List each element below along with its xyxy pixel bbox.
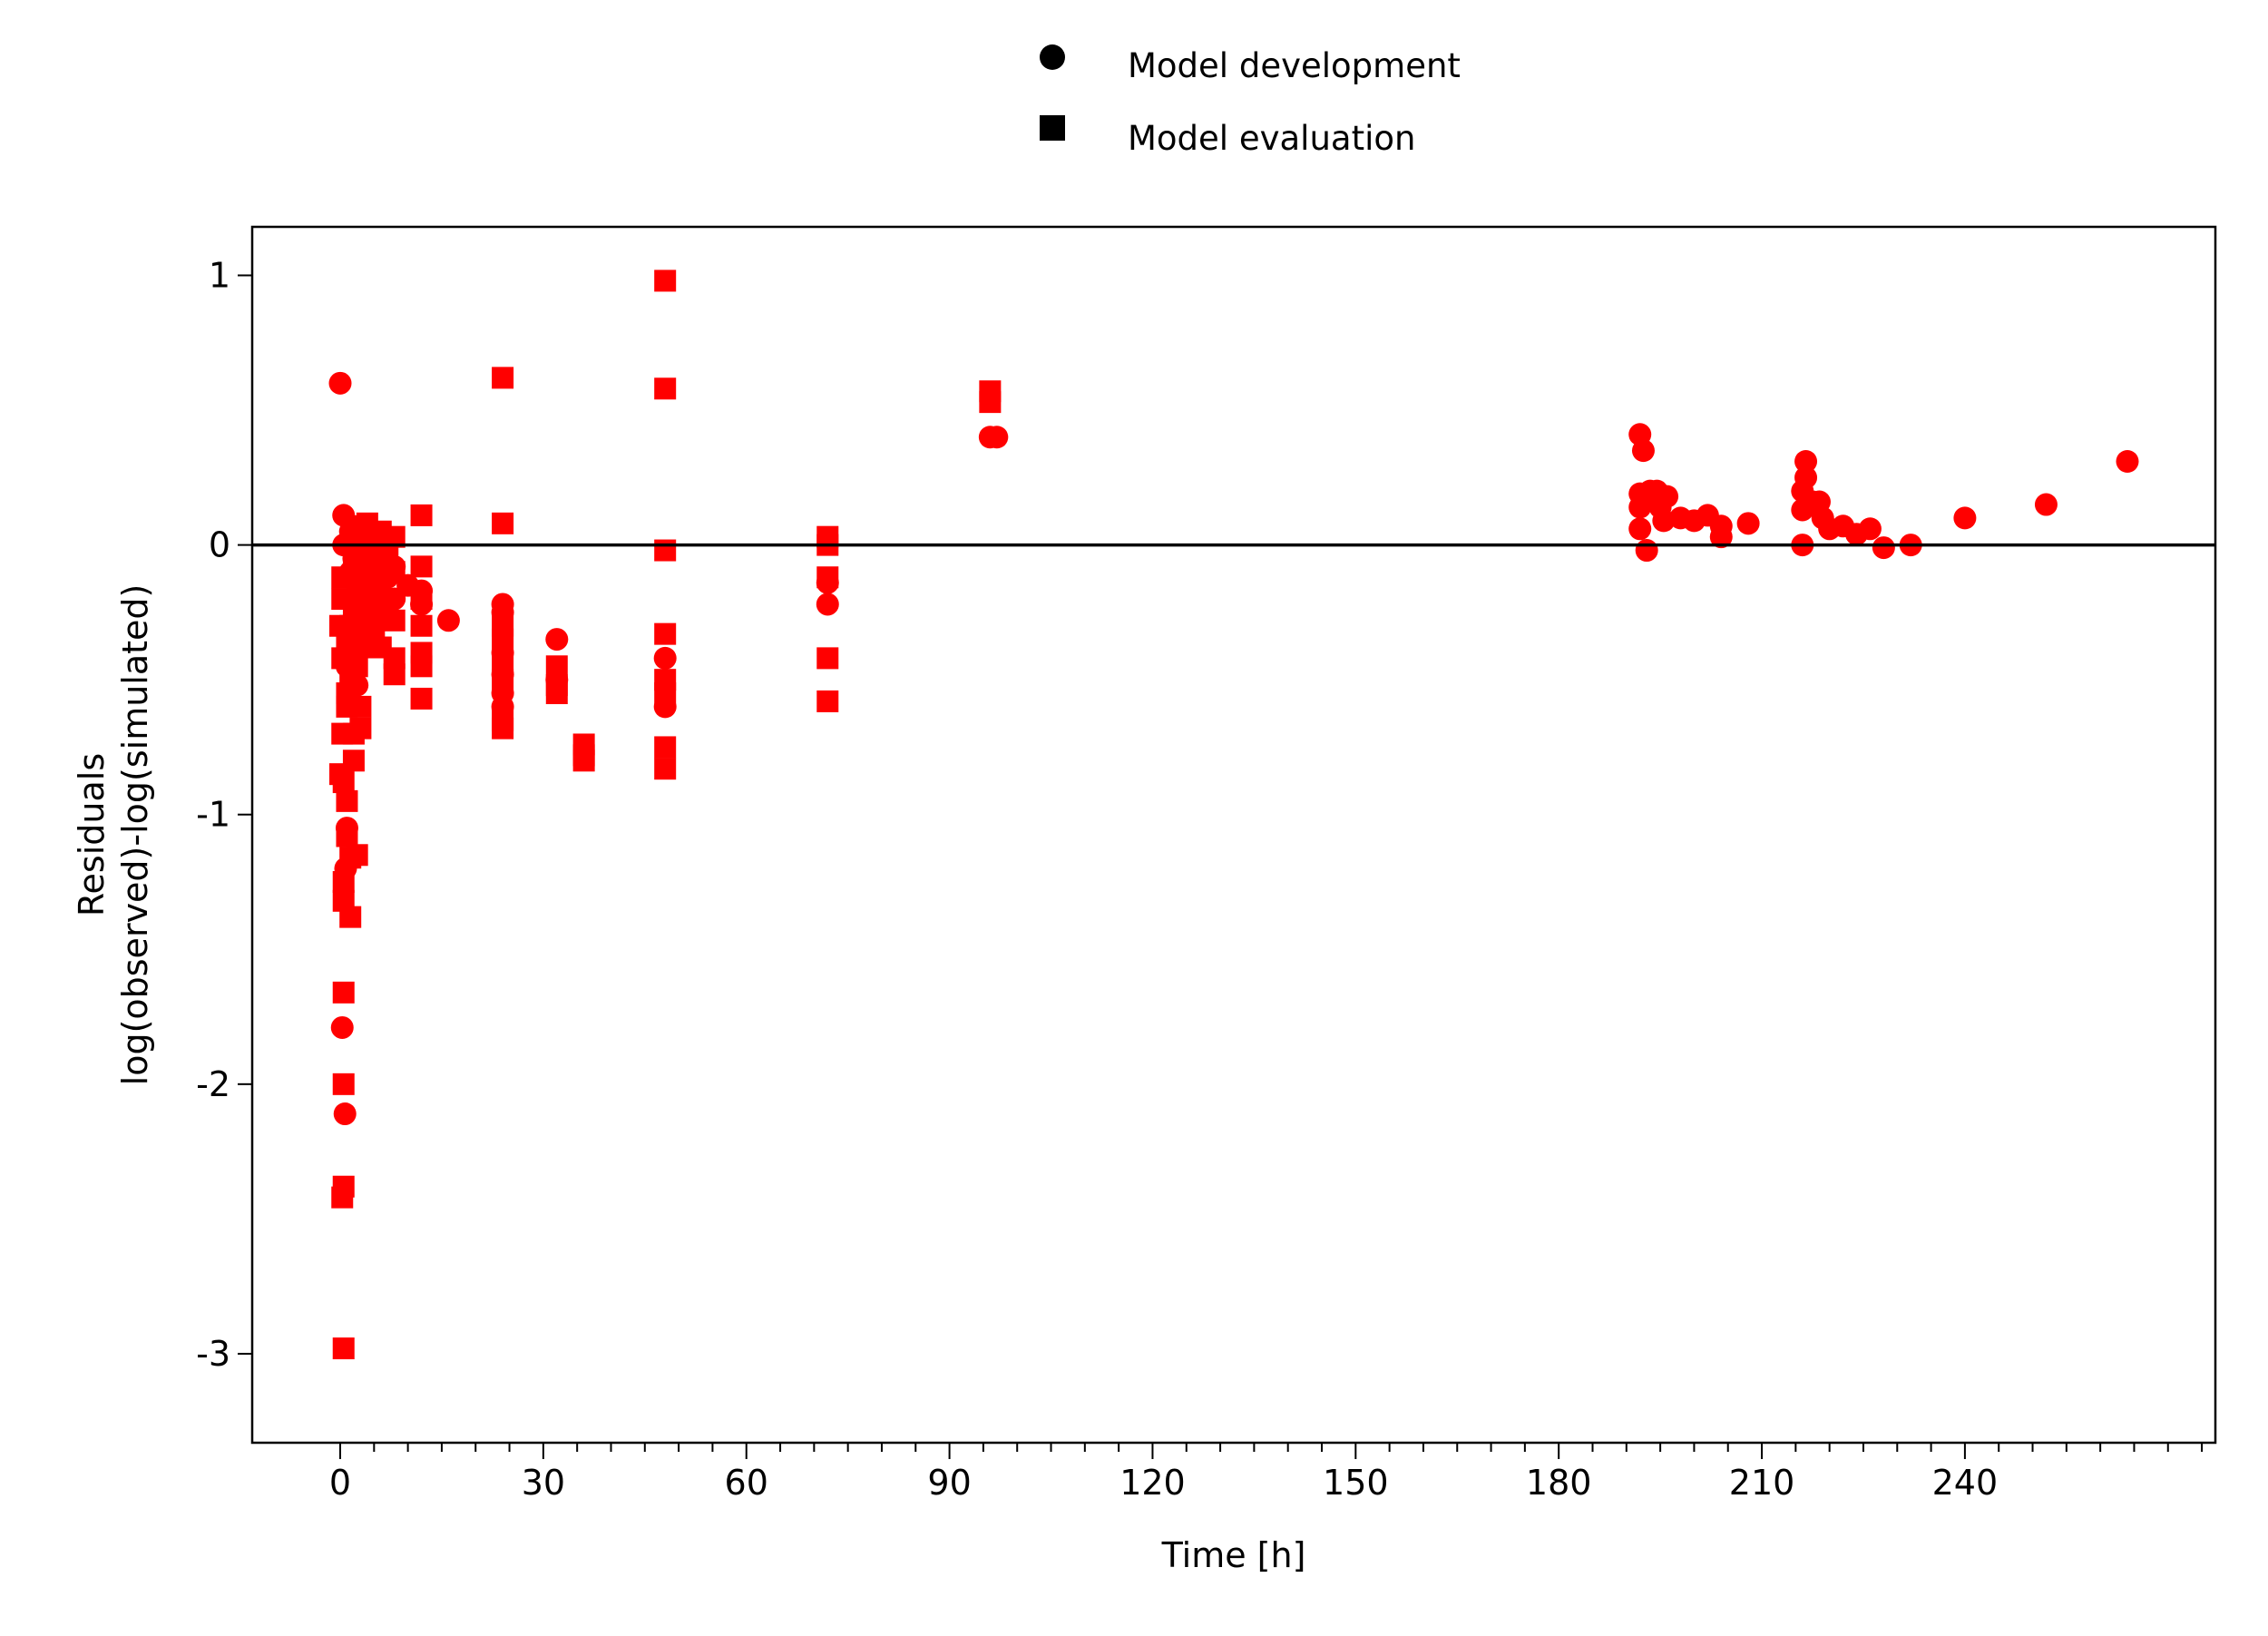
x-tick-label: 30 bbox=[522, 1463, 565, 1503]
y-tick-label: -1 bbox=[196, 795, 230, 835]
evaluation-point bbox=[545, 655, 568, 678]
development-point bbox=[330, 1015, 354, 1039]
data-points bbox=[328, 269, 2139, 1360]
development-point bbox=[816, 593, 839, 616]
development-point bbox=[653, 646, 677, 670]
plot-frame bbox=[250, 225, 2217, 1445]
y-axis-title-line-2: log(observed)-log(simulated) bbox=[115, 584, 155, 1086]
evaluation-point bbox=[816, 647, 839, 670]
development-point bbox=[1858, 517, 1882, 541]
evaluation-point bbox=[410, 687, 433, 710]
evaluation-point bbox=[654, 377, 677, 400]
legend: Model development Model evaluation bbox=[1040, 44, 1461, 158]
y-tick-label: -2 bbox=[196, 1064, 230, 1104]
x-tick-label: 60 bbox=[725, 1463, 768, 1503]
development-point bbox=[1628, 517, 1652, 541]
evaluation-point bbox=[332, 771, 355, 794]
evaluation-point bbox=[816, 690, 839, 712]
legend-marker-development bbox=[1040, 44, 1065, 70]
x-tick-label: 180 bbox=[1526, 1463, 1592, 1503]
evaluation-point bbox=[410, 555, 433, 578]
evaluation-point bbox=[346, 844, 368, 867]
x-tick-label: 0 bbox=[329, 1463, 351, 1503]
evaluation-point bbox=[654, 736, 677, 759]
evaluation-point bbox=[331, 1186, 354, 1209]
evaluation-point bbox=[410, 655, 433, 678]
evaluation-point bbox=[654, 682, 677, 705]
development-point bbox=[1794, 465, 1818, 489]
development-point bbox=[436, 609, 460, 632]
evaluation-point bbox=[545, 682, 568, 705]
evaluation-point bbox=[383, 561, 406, 583]
y-tick-label: 1 bbox=[209, 255, 230, 295]
evaluation-point bbox=[383, 663, 406, 686]
development-point bbox=[1709, 525, 1733, 549]
evaluation-point bbox=[346, 655, 368, 678]
development-point bbox=[1652, 509, 1676, 533]
evaluation-point bbox=[336, 789, 358, 812]
x-tick-label: 210 bbox=[1729, 1463, 1795, 1503]
evaluation-point bbox=[654, 539, 677, 562]
evaluation-point bbox=[654, 269, 677, 292]
evaluation-point bbox=[654, 622, 677, 645]
development-point bbox=[2116, 449, 2139, 473]
evaluation-point bbox=[492, 367, 514, 389]
legend-label-evaluation: Model evaluation bbox=[1128, 119, 1415, 158]
x-tick-label: 90 bbox=[927, 1463, 971, 1503]
evaluation-point bbox=[410, 588, 433, 611]
development-point bbox=[1635, 539, 1658, 563]
x-axis-title: Time [h] bbox=[1161, 1535, 1306, 1575]
x-tick-label: 150 bbox=[1323, 1463, 1389, 1503]
development-point bbox=[1794, 449, 1818, 473]
evaluation-point bbox=[332, 1337, 355, 1360]
evaluation-point bbox=[349, 695, 372, 718]
evaluation-point bbox=[492, 628, 514, 651]
legend-label-development: Model development bbox=[1128, 46, 1461, 85]
development-point bbox=[2034, 493, 2058, 516]
legend-marker-evaluation bbox=[1040, 115, 1065, 141]
evaluation-point bbox=[654, 758, 677, 780]
development-point bbox=[1953, 506, 1977, 530]
y-tick-label: 0 bbox=[209, 525, 230, 565]
evaluation-point bbox=[572, 749, 595, 772]
evaluation-point bbox=[492, 717, 514, 740]
evaluation-point bbox=[332, 1073, 355, 1095]
evaluation-point bbox=[336, 825, 358, 847]
development-point bbox=[1631, 439, 1655, 463]
evaluation-point bbox=[332, 981, 355, 1004]
y-axis: -3 -2 -1 0 1 bbox=[196, 255, 252, 1374]
development-point bbox=[333, 1102, 357, 1126]
evaluation-point bbox=[383, 609, 406, 632]
development-point bbox=[1736, 512, 1760, 535]
evaluation-point bbox=[492, 669, 514, 691]
development-point bbox=[1872, 536, 1895, 560]
evaluation-point bbox=[979, 391, 1002, 414]
evaluation-point bbox=[492, 512, 514, 534]
evaluation-point bbox=[339, 906, 362, 928]
y-axis-title-line-1: Residuals bbox=[72, 753, 112, 916]
development-point bbox=[1656, 485, 1679, 508]
evaluation-point bbox=[410, 614, 433, 637]
plot-area: 0 30 60 90 120 150 180 210 240 -3 -2 -1 0 1 bbox=[196, 225, 2217, 1503]
x-axis: 0 30 60 90 120 150 180 210 240 bbox=[329, 1443, 2204, 1503]
evaluation-point bbox=[349, 717, 372, 740]
evaluation-point bbox=[816, 566, 839, 589]
development-point bbox=[545, 628, 569, 651]
y-tick-label: -3 bbox=[196, 1334, 230, 1374]
x-tick-label: 120 bbox=[1119, 1463, 1186, 1503]
evaluation-point bbox=[410, 504, 433, 526]
evaluation-point bbox=[342, 749, 365, 772]
development-point bbox=[985, 426, 1009, 449]
evaluation-point bbox=[332, 870, 355, 893]
development-point bbox=[328, 371, 352, 395]
x-tick-label: 240 bbox=[1932, 1463, 1999, 1503]
